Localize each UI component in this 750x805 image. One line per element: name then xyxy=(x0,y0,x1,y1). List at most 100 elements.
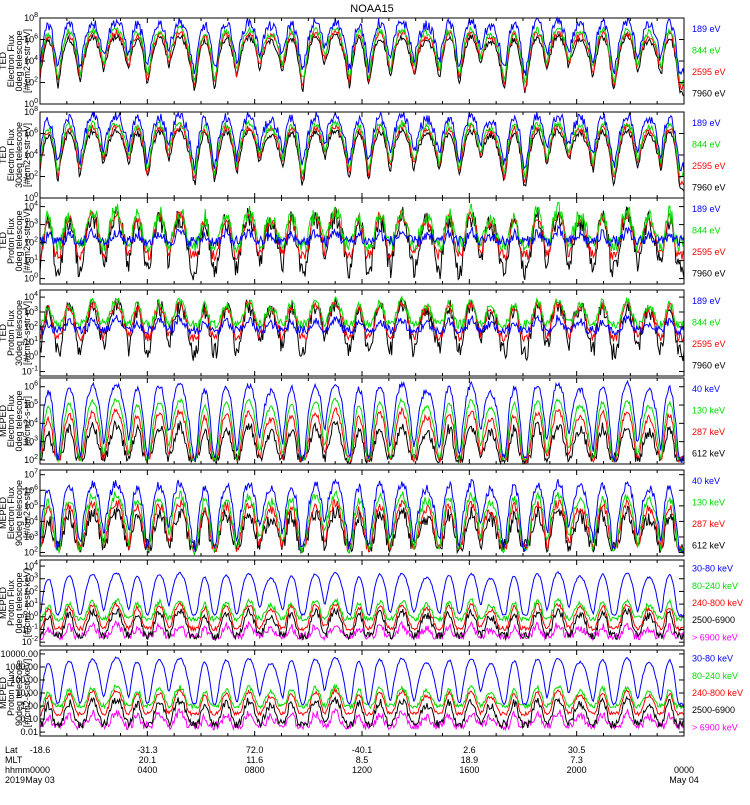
panel-6-legend-1: 40 keV xyxy=(692,476,720,486)
panel-4-series-4-line xyxy=(39,314,685,337)
panel-4-series-3-line xyxy=(39,295,685,331)
panel-1-legend-4: 7960 eV xyxy=(692,88,726,98)
panel-2-legend-3: 2595 eV xyxy=(692,161,726,171)
panel-3-legend-2: 844 eV xyxy=(692,225,721,235)
panel-4-legend-4: 7960 eV xyxy=(692,360,726,370)
panel-4-legend-2: 844 eV xyxy=(692,317,721,327)
x-axis-value: 72.0 xyxy=(246,745,264,755)
panel-4-ytick-label: 104 xyxy=(24,291,38,302)
panel-2-frame xyxy=(39,111,685,199)
panel-5-ytick-label: 106 xyxy=(24,381,38,392)
x-axis-value: 1200 xyxy=(352,765,372,775)
x-axis-value: 0000 xyxy=(30,765,50,775)
x-axis-value: 0000 xyxy=(674,765,694,775)
panel-8-ylabel: MEPEDProton Flux90deg telescope[#/cm2-s-… xyxy=(0,659,32,728)
panel-1-series-1-line xyxy=(39,32,685,97)
panel-6-series-3-line xyxy=(39,489,685,556)
panel-6-ylabel: MEPEDElectron Flux90deg telescope[#/cm2-… xyxy=(0,480,32,546)
panel-7-legend-2: 80-240 keV xyxy=(692,581,738,591)
x-axis-value: 30.5 xyxy=(568,745,586,755)
panel-7-series-2-line xyxy=(39,607,685,642)
x-axis-labels: Lat -18.6 -31.3 72.0 -40.1 2.6 30.5 MLT 20.1 11.6… xyxy=(5,745,699,785)
panel-8-legend-1: 30-80 keV xyxy=(692,654,733,664)
panel-7-series-1-line xyxy=(39,620,685,642)
panel-3-ytick-label: 103 xyxy=(24,219,38,230)
panel-6-series-1-line xyxy=(39,505,685,555)
x-axis-row-label: 2019 xyxy=(5,775,25,785)
panel-8-legend-2: 80-240 keV xyxy=(692,671,738,681)
panel-7-series-5-line xyxy=(39,570,685,617)
panel-8-series-1-line xyxy=(39,707,685,732)
x-axis-value: 0400 xyxy=(137,765,157,775)
x-axis-value: 20.1 xyxy=(139,755,157,765)
x-axis-value: 1600 xyxy=(459,765,479,775)
panel-2-ytick-label: 104 xyxy=(24,149,38,160)
panel-6-ytick-label: 106 xyxy=(24,484,38,495)
panel-5-ytick-label: 102 xyxy=(24,454,38,465)
panel-8-series-4-line xyxy=(39,683,685,711)
panel-4-ylabel: TEDProton Flux30deg telescope[#/cm2-s-st… xyxy=(0,300,32,366)
x-axis-value: -40.1 xyxy=(352,745,373,755)
x-axis-value: -18.6 xyxy=(30,745,51,755)
panel-1-series-3-line xyxy=(39,25,685,86)
panel-2-legend-4: 7960 eV xyxy=(692,182,726,192)
panel-3-series-4-line xyxy=(39,224,685,249)
panel-7-ytick-label: 101 xyxy=(24,598,38,609)
x-axis-value: May 04 xyxy=(669,775,699,785)
panel-5-series-4-line xyxy=(39,379,685,464)
panel-4-legend-1: 189 eV xyxy=(692,296,721,306)
panel-4-legend-3: 2595 eV xyxy=(692,339,726,349)
panel-3-legend-1: 189 eV xyxy=(692,204,721,214)
panel-8-ytick-label: 100.00 xyxy=(10,675,38,685)
panel-3-ytick-label: 102 xyxy=(24,237,38,248)
panel-4-ytick-label: 100 xyxy=(24,351,38,362)
panel-1-series-4-line xyxy=(39,16,685,76)
panel-1-legend-3: 2595 eV xyxy=(692,67,726,77)
panel-6-ytick-label: 103 xyxy=(24,531,38,542)
panel-7-legend-3: 240-800 keV xyxy=(692,598,743,608)
panel-3-ytick-label: 104 xyxy=(24,201,38,212)
panel-6-legend-2: 130 keV xyxy=(692,497,725,507)
panel-7-ylabel: MEPEDProton Flux0deg telescope[#/cm2-s-s… xyxy=(0,569,32,638)
panel-8-series-2-line xyxy=(39,695,685,730)
panel-8: 0.01 0.10 1.00 10.00 100.00 1000.00 10000.00ME… xyxy=(0,649,743,737)
panel-7-series-4-line xyxy=(39,597,685,623)
panel-7-ytick-label: 102 xyxy=(24,585,38,596)
panel-5-ytick-label: 103 xyxy=(24,436,38,447)
panel-3-ylabel: TEDProton Flux0deg telescope[#/cm2-s-str… xyxy=(0,209,32,273)
panel-8-ytick-label: 0.01 xyxy=(20,727,38,737)
x-axis-value: -31.3 xyxy=(137,745,158,755)
panel-7-ytick-label: 10-1 xyxy=(22,623,38,634)
panel-4-ytick-label: 10-1 xyxy=(22,366,38,377)
panel-2-ytick-label: 106 xyxy=(24,128,38,139)
panel-3-ytick-label: 101 xyxy=(24,255,38,266)
panel-4-ytick-label: 101 xyxy=(24,336,38,347)
panel-2-series-4-line xyxy=(39,110,685,173)
panel-5-ylabel: MEPEDElectron Flux0deg telescope[#/cm2-s… xyxy=(0,390,32,451)
panel-2-ytick-label: 100 xyxy=(24,192,38,203)
panel-1-ytick-label: 104 xyxy=(24,55,38,66)
panel-6-legend-3: 287 keV xyxy=(692,519,725,529)
panel-1-ylabel: TEDElectron Flux0deg telescope[#/cm2-s-s… xyxy=(0,29,32,93)
panel-6-legend-4: 612 keV xyxy=(692,540,725,550)
panel-5-legend-2: 130 keV xyxy=(692,405,725,415)
panel-8-ytick-label: 0.10 xyxy=(20,714,38,724)
panel-7-legend-4: 2500-6900 xyxy=(692,615,735,625)
panel-2: 100 102 104 106 108 TEDElectron Flux30deg tel… xyxy=(0,106,726,203)
panel-1-legend-2: 844 eV xyxy=(692,45,721,55)
panel-2-ytick-label: 102 xyxy=(24,171,38,182)
panel-8-ytick-label: 1.00 xyxy=(20,701,38,711)
panel-5-legend-3: 287 keV xyxy=(692,427,725,437)
panel-1-legend-1: 189 eV xyxy=(692,24,721,34)
panel-4-ytick-label: 103 xyxy=(24,306,38,317)
panel-2-ytick-label: 108 xyxy=(24,106,38,117)
panel-8-series-3-line xyxy=(39,687,685,718)
x-axis-row-label: hhmm xyxy=(5,765,30,775)
x-axis-value: 2.6 xyxy=(463,745,476,755)
panel-8-series-5-line xyxy=(39,656,684,706)
panel-6-series-4-line xyxy=(39,478,685,554)
panel-4-ytick-label: 102 xyxy=(24,321,38,332)
